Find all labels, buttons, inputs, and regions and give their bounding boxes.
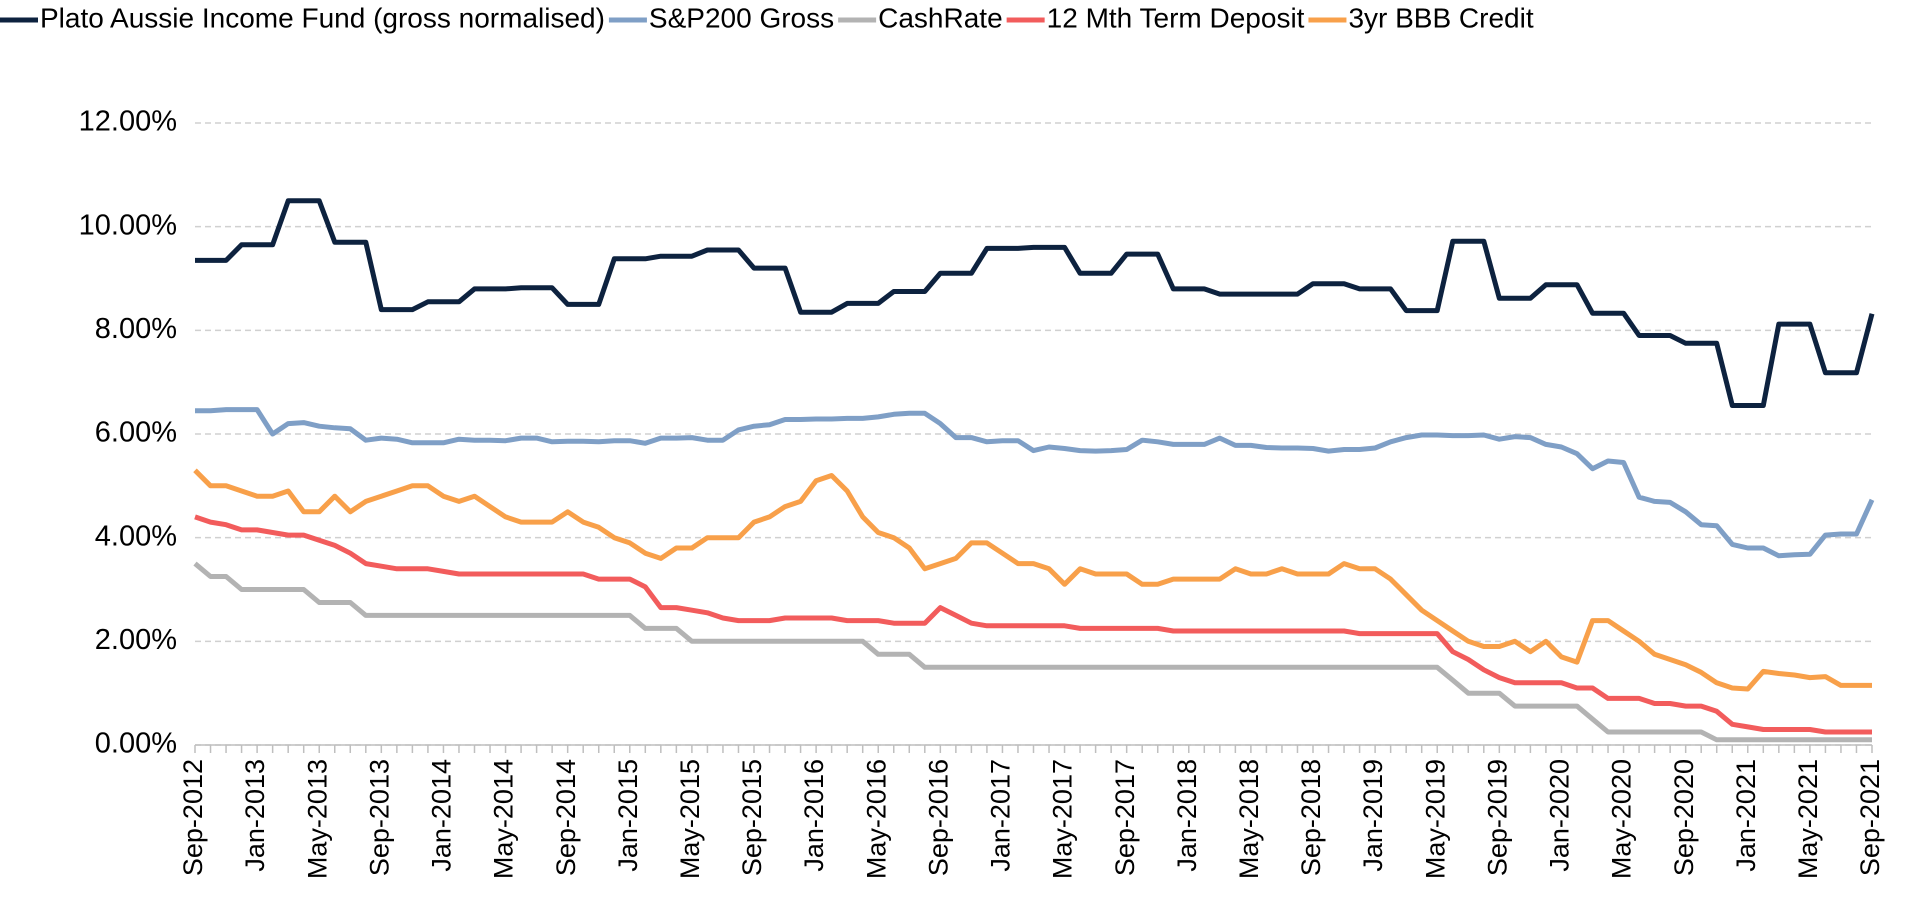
legend: Plato Aussie Income Fund (gross normalis… [0,2,1534,33]
legend-item: Plato Aussie Income Fund (gross normalis… [0,2,605,33]
y-tick-label: 8.00% [95,313,177,345]
x-tick-label: Jan-2021 [1731,759,1761,872]
y-tick-label: 4.00% [95,520,177,552]
x-tick-label: May-2016 [861,759,891,879]
x-tick-label: Sep-2014 [551,759,581,876]
x-tick-label: Sep-2018 [1296,759,1326,876]
x-tick-label: May-2019 [1420,759,1450,879]
x-tick-label: Jan-2013 [240,759,270,872]
x-tick-label: May-2017 [1048,759,1078,879]
series-line [193,468,1872,692]
x-tick-label: Sep-2013 [364,759,394,876]
legend-item: S&P200 Gross [608,2,834,33]
legend-label: 12 Mth Term Deposit [1047,2,1305,33]
x-tick-label: Jan-2016 [799,759,829,872]
x-tick-label: Jan-2014 [427,759,457,872]
series-line [193,561,1872,743]
x-tick-label: Sep-2019 [1482,759,1512,876]
series-line [194,514,1872,735]
y-tick-label: 2.00% [95,624,177,656]
x-tick-label: Sep-2017 [1110,759,1140,876]
y-tick-label: 0.00% [95,728,177,760]
legend-label: Plato Aussie Income Fund (gross normalis… [40,2,605,33]
x-tick-label: May-2018 [1234,759,1264,879]
legend-label: 3yr BBB Credit [1348,2,1533,33]
x-tick-label: Sep-2012 [178,759,208,876]
series-line [195,407,1875,559]
x-tick-label: May-2020 [1607,759,1637,879]
x-tick-label: Jan-2018 [1172,759,1202,872]
series-line [195,198,1875,408]
x-tick-label: Sep-2016 [923,759,953,876]
y-tick-label: 12.00% [79,106,177,138]
y-tick-label: 10.00% [79,209,177,241]
x-tick-label: Jan-2019 [1358,759,1388,872]
x-tick-label: May-2013 [302,759,332,879]
x-tick-label: May-2015 [675,759,705,879]
x-tick-label: May-2014 [489,759,519,879]
legend-item: CashRate [838,2,1003,33]
x-tick-label: Sep-2021 [1855,759,1885,876]
y-tick-label: 6.00% [95,417,177,449]
x-tick-label: Jan-2020 [1545,759,1575,872]
x-tick-label: May-2021 [1793,759,1823,879]
x-tick-label: Jan-2017 [986,759,1016,872]
x-tick-label: Sep-2015 [737,759,767,876]
legend-item: 3yr BBB Credit [1308,2,1534,33]
legend-item: 12 Mth Term Deposit [1006,2,1305,33]
x-tick-label: Sep-2020 [1669,759,1699,876]
legend-label: CashRate [878,2,1003,33]
x-tick-label: Jan-2015 [613,759,643,872]
legend-label: S&P200 Gross [649,2,834,33]
